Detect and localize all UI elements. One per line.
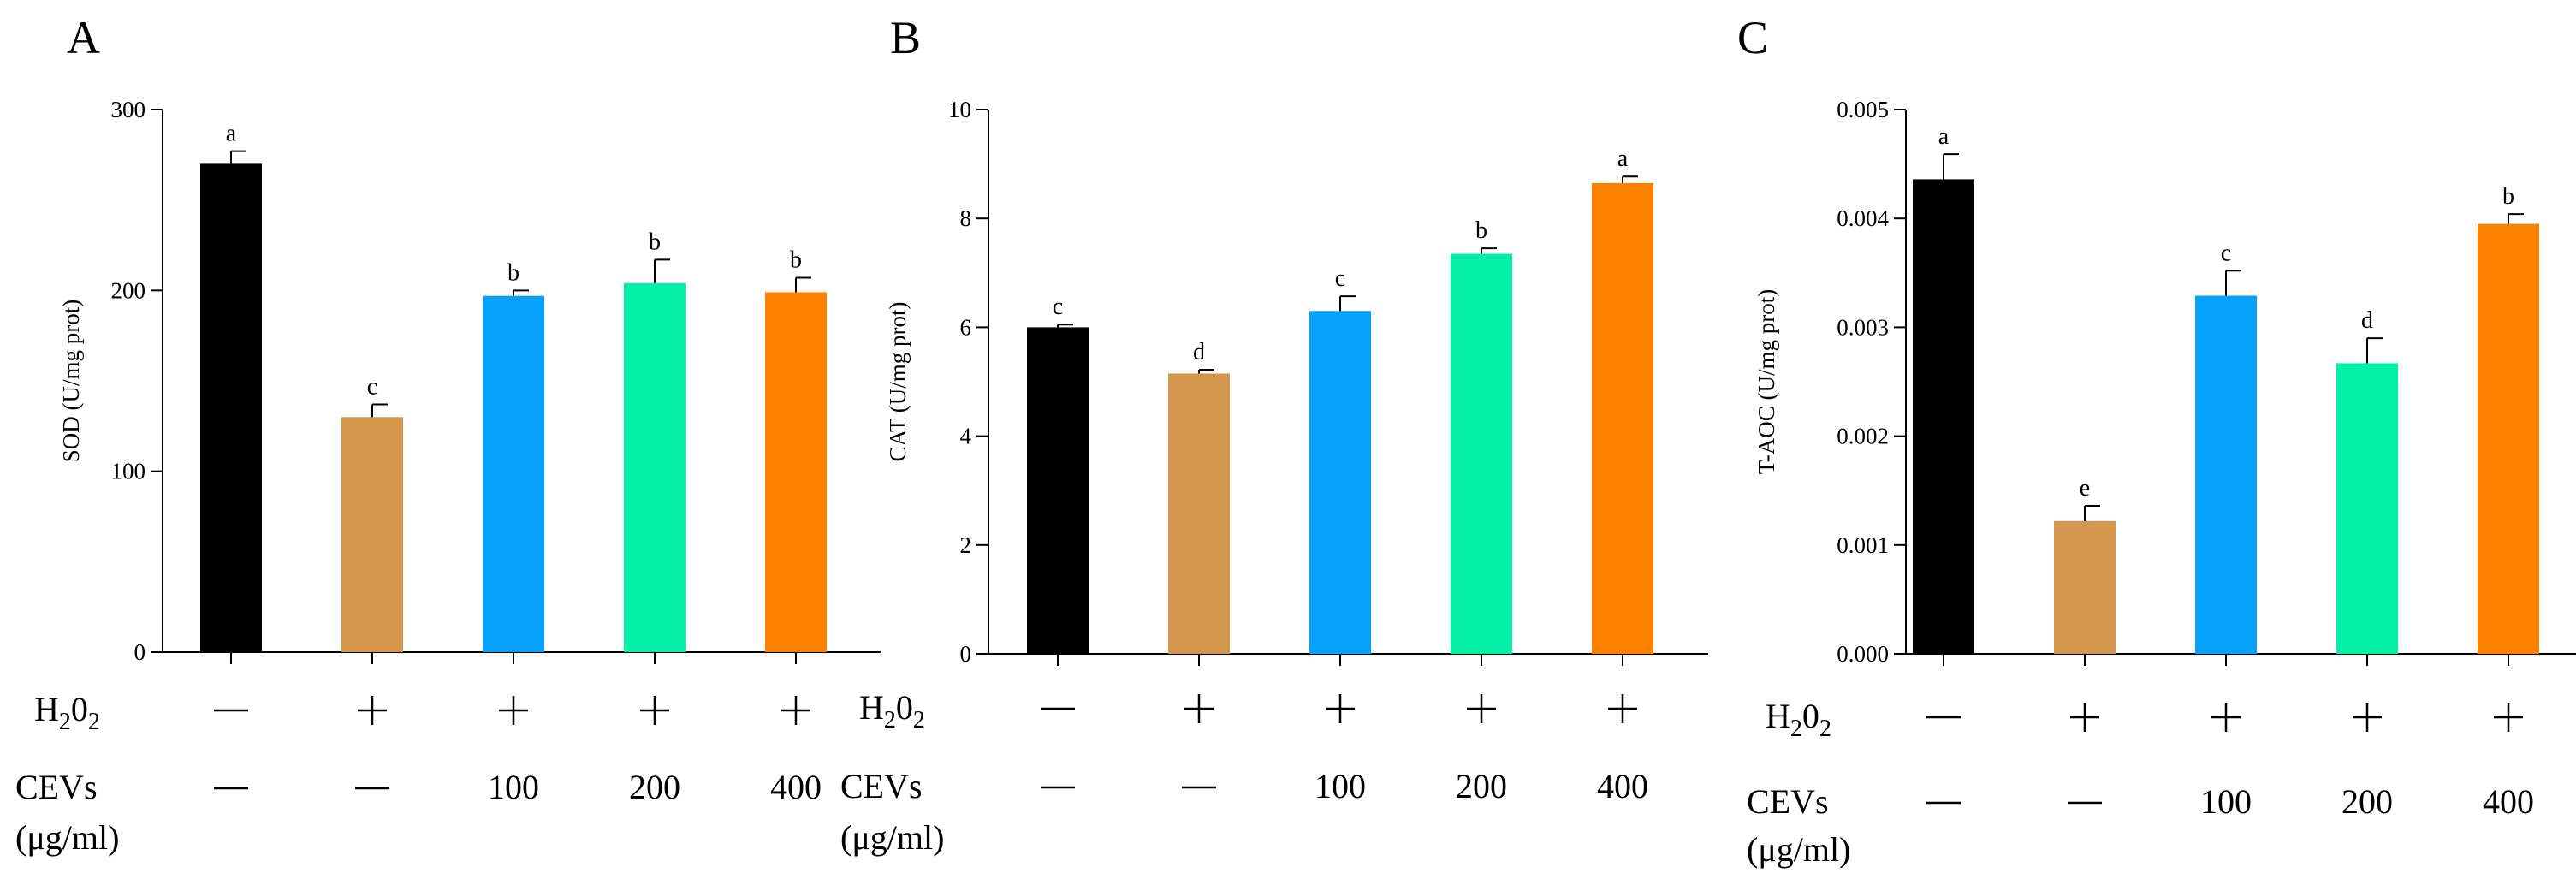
h2o2-text: 0 (896, 688, 913, 727)
h2o2-text: 0 (1802, 697, 1819, 735)
bar (1309, 311, 1371, 654)
significance-label: b (649, 229, 661, 255)
y-tick-label: 10 (948, 97, 971, 122)
cevs-dose-label: 100 (488, 768, 539, 806)
significance-label: b (2502, 183, 2514, 210)
y-tick-label: 0.004 (1837, 205, 1889, 231)
significance-label: a (1938, 123, 1950, 150)
cevs-row-label: CEVs (840, 767, 923, 805)
y-tick-label: 0.002 (1837, 424, 1889, 449)
h2o2-subscript: 2 (884, 707, 896, 734)
y-tick-label: 0.003 (1837, 314, 1889, 340)
significance-label: c (1335, 265, 1345, 292)
cevs-dose-label: 400 (2483, 782, 2534, 821)
cevs-dose-label: 200 (1456, 767, 1507, 805)
bar (1913, 179, 1974, 654)
y-axis-label: T-AOC (U/mg prot) (1754, 289, 1779, 475)
bar (1027, 327, 1089, 654)
cevs-dose-label: 400 (1597, 767, 1648, 805)
bar (1451, 253, 1512, 654)
bar (341, 417, 403, 652)
bar (1168, 373, 1230, 654)
y-tick-label: 100 (111, 459, 146, 484)
significance-label: e (2080, 475, 2090, 502)
bar (765, 292, 827, 652)
h2o2-subscript: 2 (1790, 716, 1802, 742)
y-axis-label: SOD (U/mg prot) (58, 300, 84, 463)
y-tick-label: 300 (111, 97, 146, 122)
bar (2336, 363, 2398, 654)
cevs-dose-label: 200 (2342, 782, 2393, 821)
cevs-dose-label: 100 (2200, 782, 2252, 821)
panel-label: B (890, 12, 921, 63)
h2o2-text: H (1766, 697, 1790, 735)
cevs-dose-label: 200 (629, 768, 680, 806)
bar (200, 163, 262, 652)
h2o2-row-label: H202 (34, 690, 100, 735)
bar (2478, 223, 2539, 654)
h2o2-row-label: H202 (859, 688, 925, 734)
bar (2195, 295, 2257, 654)
h2o2-text: H (859, 688, 884, 727)
y-tick-label: 200 (111, 277, 146, 303)
y-tick-label: 0.001 (1837, 532, 1889, 558)
panel-label: A (67, 12, 100, 63)
h2o2-row-label: H202 (1766, 697, 1831, 742)
significance-label: c (2221, 240, 2231, 266)
cevs-dose-label: 100 (1315, 767, 1366, 805)
significance-label: b (790, 247, 802, 274)
significance-label: b (1475, 217, 1487, 244)
bar (2054, 520, 2116, 654)
bar (1592, 182, 1653, 655)
cevs-row-label: CEVs (1747, 782, 1829, 821)
chart-panel-a: A 0 100 200 300 SOD (U/mg prot) a c b 100 b 200 b 400… (15, 12, 881, 857)
panel-label: C (1737, 12, 1768, 63)
significance-label: b (507, 259, 519, 286)
cevs-unit-label: (μg/ml) (1747, 830, 1850, 869)
y-tick-label: 0.005 (1837, 97, 1889, 122)
bar (483, 295, 544, 652)
cevs-dose-label: 400 (770, 768, 822, 806)
y-tick-label: 8 (960, 205, 972, 231)
h2o2-subscript: 2 (59, 709, 71, 735)
h2o2-subscript: 2 (913, 707, 925, 734)
cevs-unit-label: (μg/ml) (840, 818, 944, 857)
y-tick-label: 6 (960, 314, 972, 340)
y-tick-label: 2 (960, 532, 972, 558)
significance-label: c (367, 373, 377, 400)
h2o2-subscript: 2 (1819, 716, 1831, 742)
significance-label: d (1193, 339, 1205, 365)
chart-panel-c: C 0.000 0.001 0.002 0.003 0.004 0.005 T-AOC (U/… (1737, 12, 2576, 869)
y-axis-label: CAT (U/mg prot) (885, 302, 911, 462)
h2o2-subscript: 2 (88, 709, 100, 735)
cevs-unit-label: (μg/ml) (15, 818, 119, 857)
y-tick-label: 0 (960, 641, 972, 667)
significance-label: a (1617, 146, 1629, 172)
cevs-row-label: CEVs (15, 768, 98, 806)
h2o2-text: 0 (71, 690, 88, 728)
y-tick-label: 4 (960, 424, 972, 449)
h2o2-text: H (34, 690, 59, 728)
significance-label: c (1053, 294, 1063, 320)
significance-label: d (2361, 307, 2373, 334)
significance-label: a (226, 121, 237, 147)
y-tick-label: 0 (134, 639, 146, 665)
y-tick-label: 0.000 (1837, 641, 1889, 667)
bar (624, 282, 686, 652)
